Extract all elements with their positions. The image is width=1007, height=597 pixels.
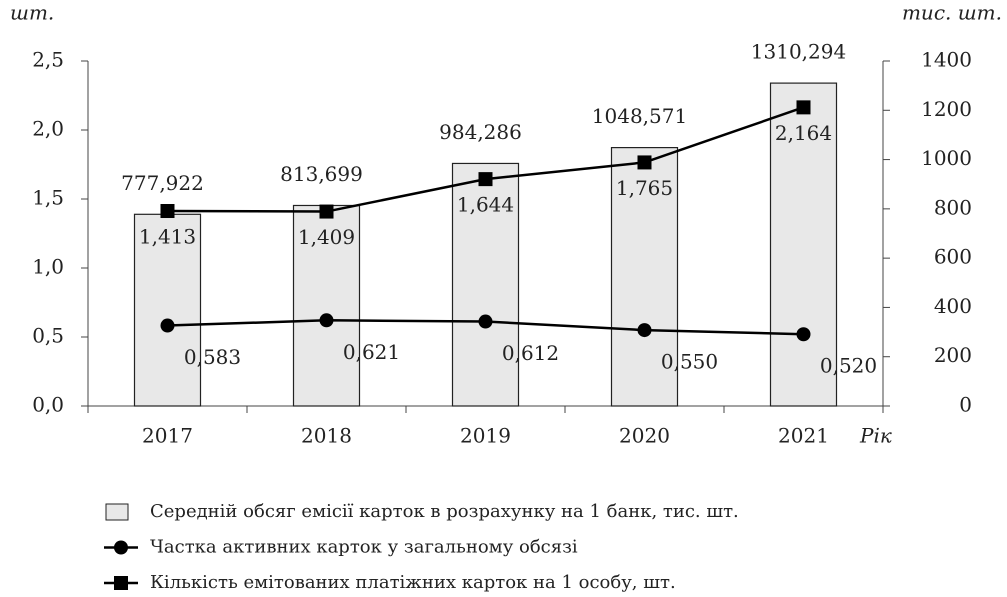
y-axis-label: шт. [10, 1, 54, 25]
legend-label: Кількість емітованих платіжних карток на… [150, 572, 676, 593]
y-tick-label: 1,0 [32, 255, 64, 279]
line-marker [319, 204, 334, 219]
x-axis-label: Рік [859, 424, 892, 448]
y2-tick-label: 600 [934, 245, 972, 269]
bar-value-label: 1048,571 [592, 104, 687, 128]
legend-marker [114, 576, 128, 590]
line-value-label: 1,765 [616, 176, 673, 200]
y2-tick-label: 0 [959, 393, 972, 417]
line-value-label: 0,621 [343, 340, 400, 364]
line-value-label: 0,520 [820, 354, 877, 378]
line-value-label: 0,583 [184, 345, 241, 369]
bar [769, 82, 838, 407]
bar [292, 204, 361, 407]
line-marker [478, 172, 493, 187]
line-marker [796, 327, 811, 342]
line-marker [796, 100, 811, 115]
line-marker [637, 323, 652, 338]
y-tick-label: 0,5 [32, 324, 64, 348]
legend-swatch [105, 503, 129, 521]
line-marker [319, 313, 334, 328]
y-tick-label: 0,0 [32, 393, 64, 417]
y2-tick-label: 1000 [921, 146, 972, 170]
y2-tick-label: 1200 [921, 97, 972, 121]
line-value-label: 1,409 [298, 225, 355, 249]
line-value-label: 1,413 [139, 225, 196, 249]
bar-value-label: 1310,294 [751, 40, 846, 64]
bar [610, 147, 679, 407]
bar-value-label: 777,922 [121, 171, 204, 195]
y2-tick-label: 1400 [921, 48, 972, 72]
y2-axis-label: тис. шт. [902, 1, 1002, 25]
legend-label: Середній обсяг емісії карток в розрахунк… [150, 501, 739, 522]
line-marker [637, 155, 652, 170]
y-tick-label: 2,5 [32, 48, 64, 72]
legend-marker [114, 540, 128, 555]
x-tick-label: 2017 [142, 424, 193, 448]
line-value-label: 0,550 [661, 350, 718, 374]
x-tick-label: 2018 [301, 424, 352, 448]
bar [133, 213, 202, 407]
line-value-label: 2,164 [775, 121, 832, 145]
legend-label: Частка активних карток у загальному обся… [150, 537, 578, 558]
bar-value-label: 813,699 [280, 162, 363, 186]
x-tick-label: 2020 [619, 424, 670, 448]
line-marker [160, 204, 175, 219]
line-value-label: 0,612 [502, 341, 559, 365]
y2-tick-label: 400 [934, 294, 972, 318]
line-marker [160, 318, 175, 333]
line-value-label: 1,644 [457, 193, 514, 217]
line-marker [478, 314, 493, 329]
x-tick-label: 2019 [460, 424, 511, 448]
y-tick-label: 1,5 [32, 186, 64, 210]
bar [451, 162, 520, 407]
bar-value-label: 984,286 [439, 120, 522, 144]
y2-tick-label: 800 [934, 195, 972, 219]
x-tick-label: 2021 [778, 424, 829, 448]
y2-tick-label: 200 [934, 343, 972, 367]
y-tick-label: 2,0 [32, 117, 64, 141]
